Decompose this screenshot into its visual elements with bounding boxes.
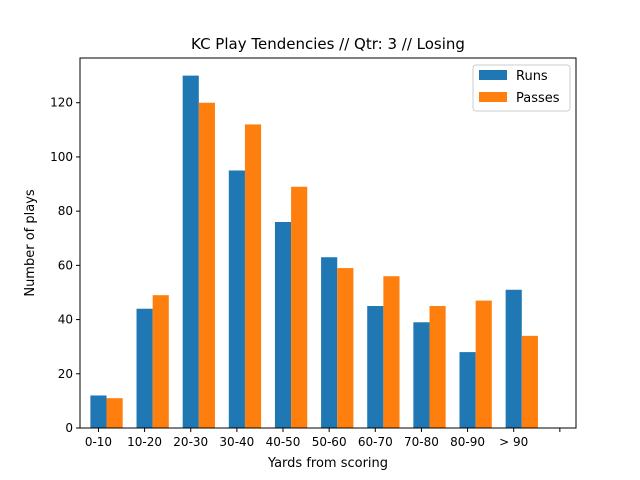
x-tick-label: 80-90 <box>450 435 485 449</box>
y-tick-label: 80 <box>58 204 73 218</box>
bar-runs-1 <box>136 308 153 428</box>
bar-passes-4 <box>291 186 308 428</box>
bar-runs-5 <box>321 257 338 428</box>
y-tick-label: 0 <box>65 421 73 435</box>
plot-frame <box>79 57 577 429</box>
x-tick-label: 30-40 <box>219 435 254 449</box>
legend-swatch-runs <box>479 70 507 80</box>
bar-runs-6 <box>367 306 384 428</box>
legend: Runs Passes <box>472 64 571 112</box>
bar-passes-0 <box>106 398 123 428</box>
bar-passes-1 <box>152 295 169 428</box>
x-tick-label: 20-30 <box>173 435 208 449</box>
y-tick-label: 20 <box>58 367 73 381</box>
bar-passes-3 <box>244 124 262 429</box>
bar-runs-4 <box>274 221 292 428</box>
bar-runs-9 <box>505 289 522 428</box>
bar-runs-0 <box>90 395 107 428</box>
bar-passes-2 <box>198 102 215 428</box>
x-axis-label: Yards from scoring <box>267 456 388 471</box>
x-tick-label: 0-10 <box>85 435 112 449</box>
bar-runs-3 <box>228 170 245 428</box>
y-tick-label: 40 <box>58 313 73 327</box>
y-tick-label: 100 <box>50 150 73 164</box>
y-axis-label: Number of plays <box>23 189 38 297</box>
chart-title: KC Play Tendencies // Qtr: 3 // Losing <box>191 35 465 53</box>
x-tick-label: 60-70 <box>358 435 393 449</box>
legend-swatch-passes <box>479 92 507 102</box>
y-axis-ticks: 0 20 40 60 80 100 120 <box>50 96 80 435</box>
bars-group <box>90 75 538 429</box>
x-tick-label: 10-20 <box>127 435 162 449</box>
x-axis-ticks: 0-10 10-20 20-30 30-40 40-50 50-60 60-70 70-80 8… <box>85 428 561 449</box>
y-tick-label: 120 <box>50 96 73 110</box>
bar-passes-5 <box>337 268 354 428</box>
bar-runs-2 <box>182 75 199 428</box>
bar-passes-7 <box>429 306 446 428</box>
x-tick-label: 70-80 <box>404 435 439 449</box>
x-tick-label: > 90 <box>499 435 528 449</box>
legend-label-passes: Passes <box>516 91 560 106</box>
x-tick-label: 40-50 <box>266 435 301 449</box>
legend-label-runs: Runs <box>516 69 548 84</box>
bar-passes-6 <box>383 276 400 428</box>
bar-passes-9 <box>521 335 538 428</box>
y-tick-label: 60 <box>58 258 73 272</box>
bar-passes-8 <box>475 300 492 428</box>
x-tick-label: 50-60 <box>312 435 347 449</box>
bar-runs-7 <box>413 322 430 428</box>
bar-runs-8 <box>459 352 476 428</box>
